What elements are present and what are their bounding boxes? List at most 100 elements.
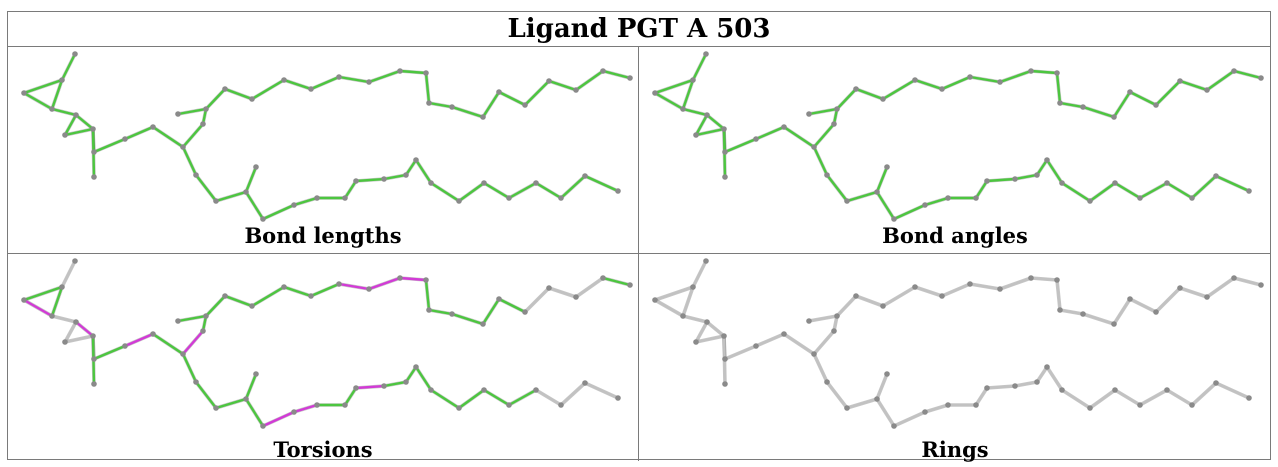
caption-bond-lengths: Bond lengths [244,223,402,248]
atom [997,286,1003,292]
bond [429,388,461,410]
atom [21,90,27,96]
bond [940,75,972,91]
bond [1178,79,1209,92]
bond [507,388,538,407]
bond [534,181,563,200]
bond [123,125,155,141]
atom [353,178,359,184]
atom [781,124,787,130]
bond [1165,181,1194,200]
atom [62,339,68,345]
atom [615,395,621,401]
atom [1189,195,1195,201]
atom [423,277,429,283]
atom [693,339,699,345]
bond [244,190,265,221]
atom [522,102,528,108]
atom [222,86,228,92]
bond [176,107,208,116]
bond [547,79,578,92]
bond [998,276,1033,291]
atom [193,172,199,178]
bond [1013,173,1039,181]
bond [282,285,313,298]
molecule-rings [652,258,1264,429]
bond [404,158,418,177]
atom [558,195,564,201]
atom [874,189,880,195]
atom [546,285,552,291]
molecule-bond-angles [652,51,1264,222]
atom [253,371,259,377]
atom [884,371,890,377]
bond [892,410,927,428]
atom [397,68,403,74]
atom [180,144,186,150]
atom [582,380,588,386]
atom [200,121,206,127]
atom [506,402,512,408]
bond [574,69,605,92]
bond [1029,69,1059,75]
bond [309,75,341,91]
bond [214,190,248,203]
atom [753,136,759,142]
bond [204,87,227,111]
atom [1028,275,1034,281]
atom [690,77,696,83]
bond [50,78,64,111]
bond [968,282,1002,291]
atom [314,195,320,201]
bond [835,294,858,318]
atom [1189,402,1195,408]
atom [967,281,973,287]
caption-torsions: Torsions [273,437,373,462]
bond [22,285,64,302]
bond [1138,388,1169,407]
atom [1112,180,1118,186]
atom [342,402,348,408]
bond [782,332,816,356]
atom [997,79,1003,85]
atom [853,293,859,299]
atom [722,149,728,155]
figure-title: Ligand PGT A 503 [8,12,1270,47]
bond [354,177,386,183]
atom [342,195,348,201]
bond [424,71,431,105]
atom [49,106,55,112]
atom [573,87,579,93]
atom [853,86,859,92]
atom [243,189,249,195]
atom [693,132,699,138]
atom [912,284,918,290]
bond [653,298,685,318]
bond [223,87,254,101]
atom [781,331,787,337]
atom [1028,68,1034,74]
atom [222,293,228,299]
bond [694,320,709,344]
atom [481,387,487,393]
bond [404,365,418,384]
bond [429,181,461,203]
atom [150,331,156,337]
atom [249,303,255,309]
atom [426,307,432,313]
atom [615,188,621,194]
bond [1232,276,1263,287]
atom [1258,282,1264,288]
atom [91,174,97,180]
atom [62,132,68,138]
atom [1177,78,1183,84]
bond [913,78,944,91]
atom [381,383,387,389]
bond [92,137,127,154]
atom [73,319,79,325]
bond [1232,69,1263,80]
bond [382,173,408,181]
atom [704,319,710,325]
atom [811,351,817,357]
atom [834,106,840,112]
